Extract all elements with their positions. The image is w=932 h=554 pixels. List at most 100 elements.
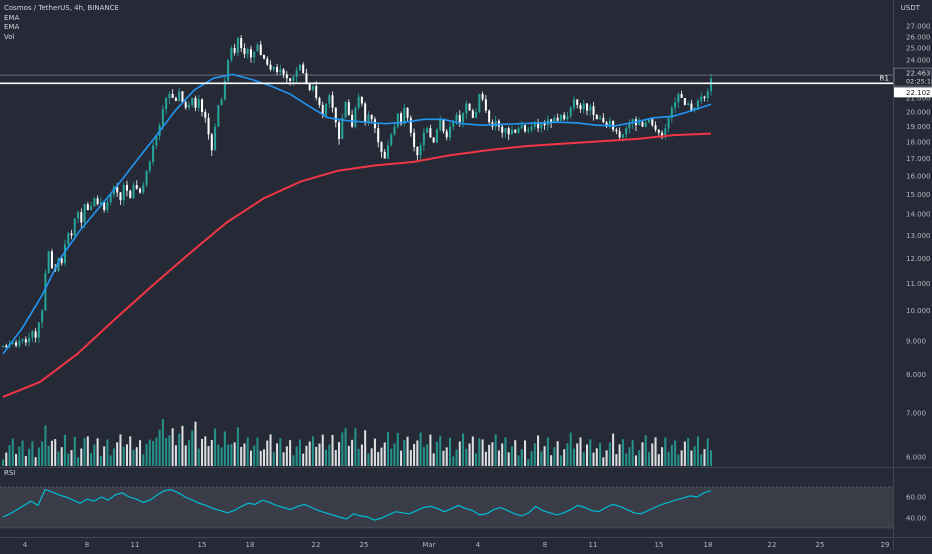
volume-bar	[221, 447, 223, 466]
candle-body	[283, 69, 285, 74]
volume-bar	[596, 448, 598, 466]
candle-body	[423, 133, 425, 146]
volume-bar	[9, 445, 11, 466]
volume-bar	[276, 443, 278, 466]
volume-bar	[700, 454, 702, 466]
candle-body	[18, 341, 20, 346]
symbol-title[interactable]: Cosmos / TetherUS, 4h, BINANCE	[4, 4, 119, 14]
candle-body	[380, 142, 382, 152]
time-tick-label: 18	[704, 541, 713, 549]
volume-bar	[159, 430, 161, 466]
price-tick-label: 18.000	[906, 139, 931, 147]
volume-bar	[697, 437, 699, 467]
r1-line-label: R1	[880, 74, 889, 82]
volume-bar	[292, 455, 294, 466]
price-tick-label: 6.000	[906, 454, 926, 462]
time-tick-label: Mar	[422, 541, 435, 549]
candle-body	[576, 99, 578, 105]
candle-body	[433, 137, 435, 142]
price-tick-label: 24.000	[906, 56, 931, 64]
volume-bar	[648, 452, 650, 466]
volume-bar	[64, 435, 66, 466]
volume-bar	[622, 439, 624, 466]
candle-body	[619, 131, 621, 137]
volume-bar	[97, 438, 99, 466]
volume-bar	[22, 441, 24, 466]
volume-bar	[198, 449, 200, 466]
volume-bar	[18, 447, 20, 466]
volume-bar	[459, 442, 461, 467]
candle-body	[198, 99, 200, 107]
volume-bar	[668, 452, 670, 466]
candle-body	[77, 212, 79, 218]
candle-body	[38, 322, 40, 337]
rsi-indicator-label[interactable]: RSI	[4, 469, 15, 477]
volume-bar	[534, 443, 536, 466]
volume-bar	[172, 428, 174, 466]
candle-body	[263, 55, 265, 59]
candle-body	[175, 98, 177, 101]
ema-slow-indicator-label[interactable]: EMA	[4, 23, 119, 33]
time-tick-label: 18	[246, 541, 255, 549]
candle-body	[5, 346, 7, 348]
candle-body	[234, 48, 236, 53]
candle-body	[651, 119, 653, 125]
candle-body	[84, 204, 86, 222]
candle-body	[250, 49, 252, 57]
candle-body	[188, 105, 190, 108]
time-tick-label: 11	[589, 541, 598, 549]
volume-bar	[211, 440, 213, 466]
volume-bar	[71, 450, 73, 466]
volume-bar	[263, 449, 265, 466]
candle-body	[472, 111, 474, 118]
volume-bar	[469, 444, 471, 467]
candle-body	[318, 98, 320, 105]
volume-indicator-label[interactable]: Vol	[4, 33, 119, 43]
candle-body	[178, 91, 180, 100]
volume-bar	[465, 449, 467, 466]
ema-fast-indicator-label[interactable]: EMA	[4, 14, 119, 24]
volume-bar	[146, 444, 148, 466]
candle-body	[645, 122, 647, 126]
volume-bar	[397, 433, 399, 466]
candle-body	[227, 60, 229, 81]
candle-body	[462, 113, 464, 122]
volume-bar	[374, 439, 376, 466]
volume-bar	[436, 442, 438, 466]
candle-body	[397, 113, 399, 126]
volume-bar	[126, 444, 128, 466]
candle-body	[168, 94, 170, 98]
volume-bar	[550, 455, 552, 466]
volume-bar	[514, 440, 516, 466]
candle-body	[527, 130, 529, 132]
volume-bar	[214, 429, 216, 467]
volume-bar	[28, 449, 30, 466]
volume-bar	[641, 442, 643, 466]
volume-bar	[322, 435, 324, 466]
candle-body	[599, 118, 601, 119]
volume-bar	[583, 452, 585, 466]
volume-bar	[606, 450, 608, 466]
candle-body	[469, 104, 471, 111]
candle-body	[364, 104, 366, 123]
rsi-band	[0, 487, 893, 528]
volume-bar	[51, 441, 53, 466]
volume-bar	[168, 435, 170, 466]
volume-bar	[488, 445, 490, 466]
volume-bar	[377, 452, 379, 466]
candle-body	[87, 204, 89, 210]
price-tick-label: 26.000	[906, 33, 931, 41]
rsi-tick-label: 40.00	[906, 515, 926, 523]
volume-bar	[227, 445, 229, 466]
candle-body	[439, 119, 441, 129]
volume-bar	[61, 447, 63, 466]
candle-body	[139, 189, 141, 193]
volume-bar	[5, 453, 7, 466]
volume-bar	[129, 436, 131, 466]
candle-body	[413, 133, 415, 147]
candle-body	[44, 273, 46, 311]
candle-body	[221, 99, 223, 105]
volume-bar	[139, 440, 141, 466]
